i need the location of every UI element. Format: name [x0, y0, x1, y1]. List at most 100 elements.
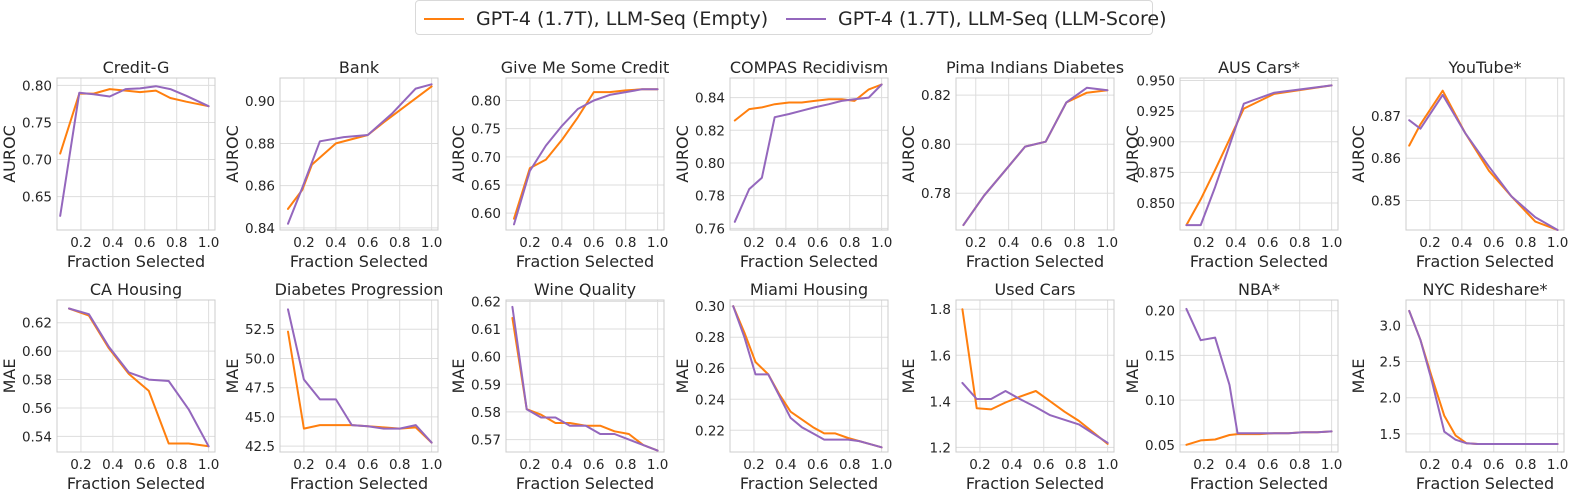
- y-tick-label: 0.54: [22, 429, 52, 445]
- y-tick-label: 1.2: [930, 440, 951, 456]
- x-tick-label: 0.2: [743, 457, 764, 473]
- y-tick-label: 52.5: [245, 322, 275, 338]
- y-tick-label: 1.8: [930, 302, 951, 318]
- y-tick-label: 0.30: [695, 299, 725, 315]
- x-tick-label: 0.6: [807, 457, 828, 473]
- x-tick-label: 1.0: [1097, 457, 1118, 473]
- plot-frame: [955, 299, 1115, 453]
- chart-panel: 0.2 0.4 0.6 0.8 1.0 0.60 0.65 0.70 0.75 0.80 Give …: [449, 58, 669, 271]
- series-line-empty: [59, 88, 210, 155]
- plot-frame: [1405, 77, 1565, 231]
- x-tick-label: 1.0: [871, 457, 892, 473]
- chart-panel: 0.2 0.4 0.6 0.8 1.0 42.5 45.0 47.5 50.0 52.5 Diabe…: [223, 280, 443, 493]
- x-tick-label: 1.0: [1547, 457, 1568, 473]
- y-tick-label: 0.950: [1136, 73, 1175, 89]
- series-line-empty: [733, 83, 883, 122]
- y-tick-label: 0.84: [695, 91, 725, 107]
- chart-panel: 0.2 0.4 0.6 0.8 1.0 0.850 0.875 0.900 0.925 0.950…: [1123, 58, 1342, 271]
- x-tick-label: 0.4: [551, 457, 572, 473]
- chart-title: Used Cars: [994, 280, 1075, 299]
- x-tick-label: 0.4: [775, 235, 796, 251]
- x-tick-label: 0.6: [134, 235, 155, 251]
- x-axis-label: Fraction Selected: [516, 474, 654, 493]
- x-tick-label: 0.8: [839, 235, 860, 251]
- x-tick-label: 0.2: [743, 235, 764, 251]
- x-axis-label: Fraction Selected: [1190, 252, 1328, 271]
- x-tick-label: 0.2: [70, 457, 91, 473]
- y-tick-label: 0.60: [471, 206, 501, 222]
- series-line-llm-score: [1408, 93, 1559, 231]
- y-tick-label: 0.58: [22, 373, 52, 389]
- y-tick-label: 0.75: [471, 122, 501, 138]
- y-tick-label: 0.78: [921, 186, 951, 202]
- x-tick-label: 0.6: [1483, 457, 1504, 473]
- x-tick-label: 0.4: [325, 457, 346, 473]
- x-tick-label: 1.0: [1097, 235, 1118, 251]
- x-tick-label: 0.8: [1289, 235, 1310, 251]
- chart-title: Wine Quality: [534, 280, 636, 299]
- x-tick-label: 0.4: [998, 235, 1019, 251]
- y-tick-label: 0.78: [695, 189, 725, 205]
- chart-title: NYC Rideshare*: [1422, 280, 1547, 299]
- x-axis-label: Fraction Selected: [1190, 474, 1328, 493]
- legend-swatch-purple: [786, 17, 826, 20]
- chart-title: Pima Indians Diabetes: [946, 58, 1124, 77]
- series-line-empty: [513, 88, 659, 220]
- y-tick-label: 0.57: [471, 433, 501, 449]
- y-axis-label: MAE: [449, 359, 468, 394]
- chart-panel: 0.2 0.4 0.6 0.8 1.0 1.5 2.0 2.5 3.0 NYC Rideshare…: [1349, 280, 1568, 493]
- x-tick-label: 0.8: [166, 235, 187, 251]
- y-tick-label: 47.5: [245, 381, 275, 397]
- x-tick-label: 0.4: [1225, 235, 1246, 251]
- chart-panel: 0.2 0.4 0.6 0.8 1.0 1.2 1.4 1.6 1.8 Used Cars Frac…: [899, 280, 1118, 493]
- x-tick-label: 0.6: [1257, 457, 1278, 473]
- x-tick-label: 1.0: [871, 235, 892, 251]
- chart-panel: 0.2 0.4 0.6 0.8 1.0 0.05 0.10 0.15 0.20 NBA* Fract…: [1123, 280, 1342, 493]
- y-tick-label: 0.90: [245, 94, 275, 110]
- x-tick-label: 0.8: [615, 235, 636, 251]
- series-line-empty: [961, 308, 1109, 445]
- y-tick-label: 0.86: [1371, 151, 1401, 167]
- chart-panel: 0.2 0.4 0.6 0.8 1.0 0.85 0.86 0.87 YouTube* Fract…: [1349, 58, 1568, 271]
- chart-panel: 0.2 0.4 0.6 0.8 1.0 0.22 0.24 0.26 0.28 0.30 Miami…: [673, 280, 892, 493]
- y-axis-label: AUROC: [673, 125, 692, 183]
- x-tick-label: 0.2: [293, 457, 314, 473]
- y-tick-label: 1.6: [930, 348, 951, 364]
- x-axis-label: Fraction Selected: [1416, 474, 1554, 493]
- y-tick-label: 0.70: [22, 153, 52, 169]
- series-line-llm-score: [59, 85, 210, 217]
- x-tick-label: 0.4: [1451, 457, 1472, 473]
- y-tick-label: 0.88: [245, 136, 275, 152]
- y-axis-label: MAE: [1349, 359, 1368, 394]
- x-tick-label: 1.0: [647, 235, 668, 251]
- y-tick-label: 0.900: [1136, 135, 1175, 151]
- x-tick-label: 0.6: [357, 235, 378, 251]
- y-tick-label: 0.76: [695, 221, 725, 237]
- x-tick-label: 0.6: [1257, 235, 1278, 251]
- y-tick-label: 0.65: [22, 190, 52, 206]
- series-line-empty: [732, 305, 883, 449]
- y-tick-label: 0.70: [471, 150, 501, 166]
- x-tick-label: 1.0: [421, 235, 442, 251]
- y-tick-label: 0.80: [471, 94, 501, 110]
- series-line-empty: [1408, 89, 1559, 231]
- x-tick-label: 1.0: [421, 457, 442, 473]
- plot-frame: [1179, 299, 1339, 453]
- y-tick-label: 0.65: [471, 178, 501, 194]
- y-tick-label: 0.875: [1136, 165, 1175, 181]
- legend-item-empty: GPT-4 (1.7T), LLM-Seq (Empty): [424, 1, 768, 36]
- y-axis-label: AUROC: [449, 125, 468, 183]
- x-tick-label: 1.0: [647, 457, 668, 473]
- chart-title: Miami Housing: [750, 280, 868, 299]
- chart-panel: 0.2 0.4 0.6 0.8 1.0 0.54 0.56 0.58 0.60 0.62 CA Ho…: [0, 280, 219, 493]
- y-tick-label: 50.0: [245, 351, 275, 367]
- y-tick-label: 0.20: [1145, 304, 1175, 320]
- y-tick-label: 0.62: [22, 316, 52, 332]
- series-line-llm-score: [68, 307, 210, 448]
- series-line-empty: [287, 85, 433, 210]
- x-tick-label: 0.4: [325, 235, 346, 251]
- x-tick-label: 1.0: [1321, 235, 1342, 251]
- x-tick-label: 0.2: [1419, 457, 1440, 473]
- x-axis-label: Fraction Selected: [740, 252, 878, 271]
- y-axis-label: MAE: [223, 359, 242, 394]
